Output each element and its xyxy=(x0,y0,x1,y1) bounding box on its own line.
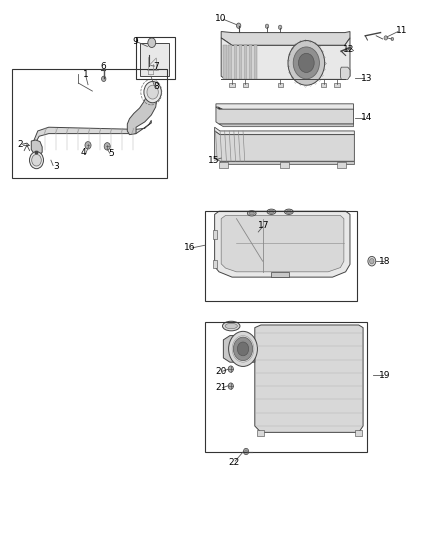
Circle shape xyxy=(144,82,161,103)
Polygon shape xyxy=(249,45,252,79)
Text: 4: 4 xyxy=(81,148,86,157)
FancyBboxPatch shape xyxy=(280,163,289,167)
Text: 20: 20 xyxy=(215,367,227,376)
Ellipse shape xyxy=(247,211,256,216)
Polygon shape xyxy=(215,131,354,161)
Polygon shape xyxy=(223,45,227,79)
Polygon shape xyxy=(221,38,350,79)
Text: 1: 1 xyxy=(83,70,89,78)
FancyBboxPatch shape xyxy=(230,83,235,87)
Circle shape xyxy=(147,51,151,56)
Circle shape xyxy=(228,383,233,389)
Text: 19: 19 xyxy=(379,371,391,380)
FancyBboxPatch shape xyxy=(219,163,228,167)
Polygon shape xyxy=(220,161,354,165)
FancyBboxPatch shape xyxy=(278,83,283,87)
Polygon shape xyxy=(219,124,353,127)
Polygon shape xyxy=(218,107,351,122)
Circle shape xyxy=(102,76,106,82)
Circle shape xyxy=(237,342,249,356)
Polygon shape xyxy=(31,140,42,155)
Circle shape xyxy=(229,332,258,367)
Circle shape xyxy=(147,85,158,99)
Polygon shape xyxy=(215,211,350,277)
Polygon shape xyxy=(221,31,350,45)
Circle shape xyxy=(293,47,319,79)
Circle shape xyxy=(85,142,91,149)
Ellipse shape xyxy=(286,210,291,213)
Polygon shape xyxy=(244,45,247,79)
Ellipse shape xyxy=(285,209,293,214)
Text: 9: 9 xyxy=(132,37,138,46)
Text: 8: 8 xyxy=(154,82,159,91)
Circle shape xyxy=(148,38,155,47)
Circle shape xyxy=(228,366,233,372)
Circle shape xyxy=(370,259,374,264)
Text: 3: 3 xyxy=(54,162,60,171)
Circle shape xyxy=(288,41,325,85)
Text: 6: 6 xyxy=(101,62,106,71)
FancyBboxPatch shape xyxy=(213,230,217,239)
Circle shape xyxy=(368,256,376,266)
Circle shape xyxy=(244,448,249,455)
Circle shape xyxy=(237,23,241,28)
Circle shape xyxy=(279,25,282,29)
Text: 10: 10 xyxy=(215,14,226,23)
Text: 18: 18 xyxy=(379,257,391,265)
Text: 16: 16 xyxy=(184,244,196,253)
Text: 22: 22 xyxy=(229,458,240,466)
FancyBboxPatch shape xyxy=(140,43,169,76)
Polygon shape xyxy=(221,215,344,272)
Text: 2: 2 xyxy=(18,140,23,149)
Ellipse shape xyxy=(225,324,237,329)
Circle shape xyxy=(391,37,394,41)
Polygon shape xyxy=(272,272,289,277)
FancyBboxPatch shape xyxy=(337,163,346,167)
Text: 13: 13 xyxy=(361,74,372,83)
Text: 17: 17 xyxy=(258,221,269,230)
Polygon shape xyxy=(216,104,353,110)
Bar xyxy=(136,37,175,79)
Circle shape xyxy=(32,155,41,166)
Circle shape xyxy=(29,152,43,168)
FancyBboxPatch shape xyxy=(334,83,339,87)
Bar xyxy=(205,322,367,451)
FancyBboxPatch shape xyxy=(321,83,326,87)
Polygon shape xyxy=(340,67,350,79)
Polygon shape xyxy=(216,107,353,124)
Circle shape xyxy=(104,143,110,150)
Bar xyxy=(12,69,166,178)
Polygon shape xyxy=(33,120,151,150)
Text: 14: 14 xyxy=(361,113,372,122)
Text: 5: 5 xyxy=(109,149,114,158)
Ellipse shape xyxy=(223,321,240,331)
Polygon shape xyxy=(233,45,237,79)
FancyBboxPatch shape xyxy=(213,260,217,268)
Polygon shape xyxy=(223,336,255,362)
Text: 21: 21 xyxy=(215,383,227,392)
FancyBboxPatch shape xyxy=(355,430,362,435)
Text: 11: 11 xyxy=(396,26,407,35)
Circle shape xyxy=(298,53,314,72)
Ellipse shape xyxy=(269,210,274,213)
Polygon shape xyxy=(127,92,157,135)
Polygon shape xyxy=(229,45,232,79)
Ellipse shape xyxy=(267,209,276,214)
Ellipse shape xyxy=(249,212,254,215)
Circle shape xyxy=(384,36,388,40)
FancyBboxPatch shape xyxy=(243,83,248,87)
Polygon shape xyxy=(239,45,242,79)
Polygon shape xyxy=(254,45,258,79)
Circle shape xyxy=(233,337,253,361)
Circle shape xyxy=(245,450,247,453)
Circle shape xyxy=(265,24,269,28)
Polygon shape xyxy=(215,127,354,135)
Text: 15: 15 xyxy=(208,156,219,165)
Text: 12: 12 xyxy=(343,45,355,54)
Polygon shape xyxy=(255,325,363,432)
Bar xyxy=(205,211,357,301)
Text: 7: 7 xyxy=(154,62,159,70)
FancyBboxPatch shape xyxy=(258,430,265,435)
